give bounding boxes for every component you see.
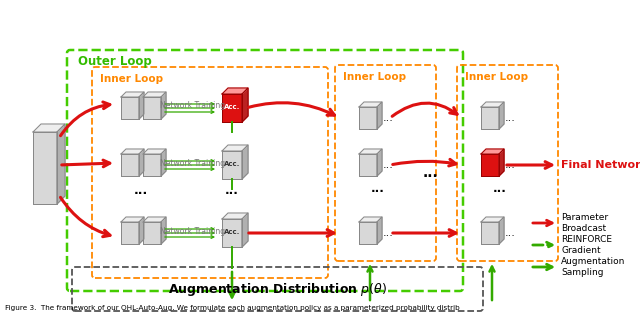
Polygon shape (499, 102, 504, 129)
Bar (481, 107, 499, 129)
Text: Inner Loop: Inner Loop (343, 72, 406, 82)
Bar (222, 151, 242, 179)
Text: Augmentation Distribution $p(\theta)$: Augmentation Distribution $p(\theta)$ (168, 280, 387, 297)
Bar (222, 219, 242, 247)
Polygon shape (121, 92, 144, 97)
Polygon shape (499, 149, 504, 176)
Bar (121, 97, 139, 119)
Text: Inner Loop: Inner Loop (465, 72, 528, 82)
Text: ...: ... (504, 228, 515, 238)
Bar (359, 222, 377, 244)
Polygon shape (143, 217, 166, 222)
Text: Figure 3.  The framework of our OHL-Auto-Aug. We formulate each augmentation pol: Figure 3. The framework of our OHL-Auto-… (5, 305, 460, 311)
Bar (359, 222, 377, 244)
Polygon shape (481, 217, 504, 222)
Text: Network Training: Network Training (161, 101, 225, 110)
Polygon shape (481, 149, 504, 154)
Polygon shape (139, 92, 144, 119)
Text: ...: ... (383, 160, 394, 170)
Text: ...: ... (422, 166, 438, 180)
Polygon shape (161, 92, 166, 119)
Polygon shape (33, 124, 65, 132)
Text: Acc.: Acc. (224, 104, 240, 110)
Bar (143, 97, 161, 119)
Bar (121, 154, 139, 176)
Bar (143, 222, 161, 244)
Text: ...: ... (134, 184, 148, 198)
Polygon shape (222, 145, 248, 151)
Polygon shape (377, 149, 382, 176)
Polygon shape (121, 217, 144, 222)
Polygon shape (242, 213, 248, 247)
Text: ...: ... (371, 182, 385, 194)
Text: Final Network: Final Network (561, 160, 640, 170)
Polygon shape (359, 217, 382, 222)
Bar (143, 222, 161, 244)
Text: Outer Loop: Outer Loop (78, 55, 152, 68)
Text: ...: ... (225, 184, 239, 198)
Text: Parameter
Broadcast: Parameter Broadcast (561, 213, 608, 233)
Bar (359, 154, 377, 176)
Polygon shape (139, 217, 144, 244)
Bar (33, 132, 57, 204)
Bar (481, 222, 499, 244)
Text: ...: ... (383, 228, 394, 238)
Text: ...: ... (504, 113, 515, 123)
Bar (143, 97, 161, 119)
Text: Network Training: Network Training (161, 158, 225, 167)
Polygon shape (377, 102, 382, 129)
Text: ...: ... (504, 160, 515, 170)
Polygon shape (57, 124, 65, 204)
Polygon shape (242, 145, 248, 179)
Text: Inner Loop: Inner Loop (100, 74, 163, 84)
Polygon shape (161, 149, 166, 176)
Bar (222, 151, 242, 179)
Polygon shape (359, 149, 382, 154)
Bar (121, 222, 139, 244)
Bar (222, 94, 242, 122)
Polygon shape (481, 102, 504, 107)
Bar (481, 154, 499, 176)
Text: REINFORCE
Gradient: REINFORCE Gradient (561, 235, 612, 255)
Bar (359, 154, 377, 176)
Polygon shape (499, 217, 504, 244)
Bar (222, 219, 242, 247)
Bar (121, 97, 139, 119)
Bar (481, 107, 499, 129)
Polygon shape (377, 217, 382, 244)
Polygon shape (143, 149, 166, 154)
Bar (121, 154, 139, 176)
Bar (481, 222, 499, 244)
Polygon shape (143, 92, 166, 97)
Polygon shape (242, 88, 248, 122)
Bar (121, 222, 139, 244)
Bar (143, 154, 161, 176)
Polygon shape (222, 213, 248, 219)
Bar (359, 107, 377, 129)
Bar (359, 107, 377, 129)
Text: Acc.: Acc. (224, 229, 240, 235)
Polygon shape (359, 102, 382, 107)
Bar (481, 154, 499, 176)
Text: ...: ... (383, 113, 394, 123)
Polygon shape (222, 88, 248, 94)
Text: Augmentation
Sampling: Augmentation Sampling (561, 257, 625, 277)
Polygon shape (139, 149, 144, 176)
Polygon shape (161, 217, 166, 244)
Text: Network Training: Network Training (161, 227, 225, 235)
Text: ...: ... (493, 182, 507, 194)
Text: Acc.: Acc. (224, 161, 240, 167)
Polygon shape (121, 149, 144, 154)
Bar (33, 132, 57, 204)
Bar (143, 154, 161, 176)
Bar (222, 94, 242, 122)
